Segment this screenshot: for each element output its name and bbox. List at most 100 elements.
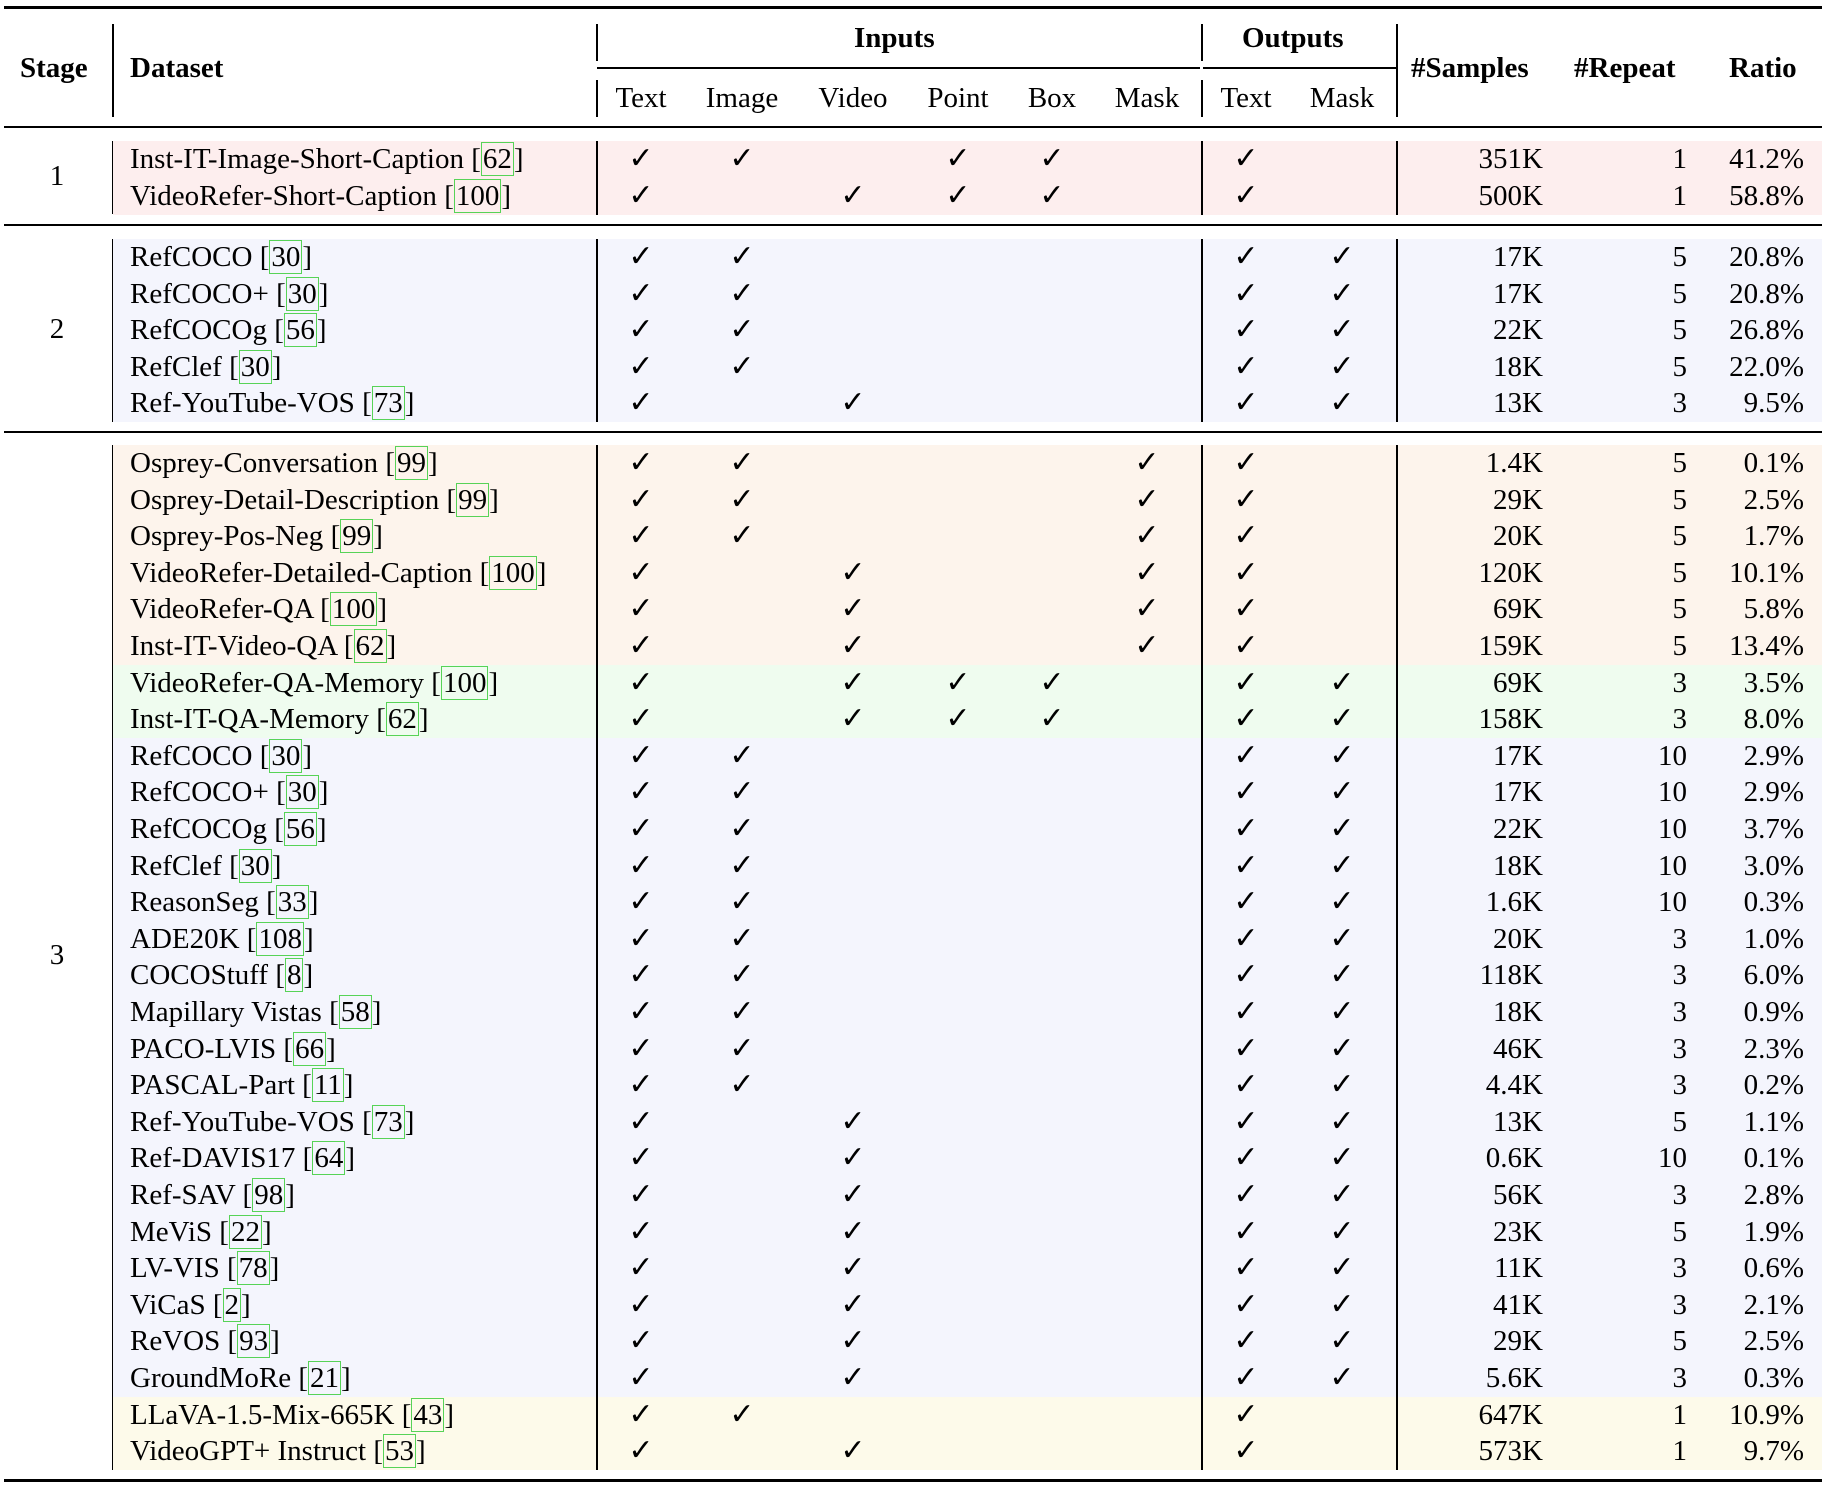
dataset-label: Osprey-Conversation — [130, 447, 386, 479]
check-icon: ✓ — [1233, 1177, 1259, 1212]
row-vline — [1201, 275, 1203, 313]
check-icon: ✓ — [840, 554, 866, 590]
row-vline — [1201, 774, 1203, 812]
row-vline — [1201, 664, 1203, 702]
check-icon: ✓ — [628, 1396, 654, 1432]
check-icon: ✓ — [840, 1433, 866, 1469]
row-band — [113, 385, 1822, 423]
row-vline — [596, 1213, 598, 1251]
samples-value: 17K — [1493, 277, 1543, 310]
dataset-label: RefClef — [130, 350, 230, 383]
dataset-label: RefCOCO — [130, 739, 260, 772]
row-vline — [1396, 774, 1398, 812]
header-repeat: #Repeat — [1574, 52, 1676, 84]
samples-value: 22K — [1493, 314, 1543, 347]
row-vline — [1201, 1396, 1203, 1434]
ratio-value: 26.8% — [1729, 314, 1804, 347]
row-vline — [1201, 1213, 1203, 1251]
citation: [33] — [266, 885, 319, 920]
citation-number: 99 — [340, 519, 374, 554]
repeat-value: 5 — [1672, 630, 1688, 662]
row-vline — [1201, 141, 1203, 179]
check-icon: ✓ — [1329, 1103, 1355, 1139]
row-vline — [596, 591, 598, 629]
check-icon: ✓ — [1329, 1177, 1355, 1212]
check-icon: ✓ — [628, 628, 654, 663]
row-vline — [596, 1030, 598, 1068]
ratio-value: 3.5% — [1743, 666, 1804, 699]
check-icon: ✓ — [628, 554, 654, 590]
check-icon: ✓ — [1233, 312, 1259, 348]
check-icon: ✓ — [1233, 628, 1259, 663]
citation-number: 108 — [256, 921, 304, 956]
row-vline — [1201, 737, 1203, 775]
check-icon: ✓ — [628, 177, 654, 213]
row-vline — [1396, 445, 1398, 483]
row-band — [113, 920, 1822, 958]
repeat-value: 5 — [1672, 350, 1688, 383]
check-icon: ✓ — [628, 348, 654, 384]
citation: [56] — [274, 313, 327, 348]
samples-value: 20K — [1493, 922, 1543, 955]
samples-value: 500K — [1478, 179, 1543, 212]
row-vline — [596, 177, 598, 215]
samples-value: 18K — [1493, 849, 1543, 882]
check-icon: ✓ — [628, 312, 654, 348]
row-vline — [596, 1067, 598, 1105]
row-vline — [1201, 1067, 1203, 1105]
header-input-mask: Mask — [1114, 82, 1180, 114]
repeat-value: 5 — [1672, 593, 1688, 626]
row-vline — [1201, 177, 1203, 215]
row-vline — [1396, 920, 1398, 958]
row-vline — [1201, 1323, 1203, 1361]
check-icon: ✓ — [1329, 239, 1355, 274]
dataset-name: RefCOCO+ [30] — [130, 276, 328, 312]
check-icon: ✓ — [729, 920, 755, 956]
row-band — [113, 774, 1822, 812]
dataset-label: Inst-IT-Video-QA — [130, 630, 344, 662]
check-icon: ✓ — [1329, 957, 1355, 993]
row-vline — [1396, 628, 1398, 666]
dataset-label: ReasonSeg — [130, 886, 267, 919]
check-icon: ✓ — [840, 1323, 866, 1359]
row-vline — [1396, 1396, 1398, 1434]
samples-value: 573K — [1478, 1435, 1543, 1468]
row-vline — [596, 994, 598, 1032]
citation: [53] — [373, 1434, 426, 1469]
row-band — [113, 628, 1822, 666]
citation-number: 98 — [252, 1178, 286, 1212]
samples-value: 351K — [1478, 143, 1543, 175]
row-vline — [1396, 518, 1398, 556]
ratio-value: 0.3% — [1743, 886, 1804, 919]
repeat-value: 3 — [1672, 703, 1688, 736]
row-vline — [596, 1250, 598, 1288]
dataset-label: RefCOCOg — [130, 314, 275, 347]
check-icon: ✓ — [840, 701, 866, 737]
row-vline — [596, 1140, 598, 1178]
samples-value: 4.4K — [1485, 1069, 1543, 1102]
row-vline — [1201, 1030, 1203, 1068]
check-icon: ✓ — [1329, 664, 1355, 700]
check-icon: ✓ — [729, 1396, 755, 1432]
header-dataset: Dataset — [130, 52, 224, 84]
check-icon: ✓ — [1039, 701, 1065, 737]
dataset-name: ViCaS [2] — [130, 1287, 251, 1323]
dataset-label: Inst-IT-QA-Memory — [130, 703, 377, 736]
check-icon: ✓ — [1233, 1323, 1259, 1359]
row-vline — [1396, 141, 1398, 179]
row-band — [113, 1177, 1822, 1215]
repeat-value: 10 — [1658, 1142, 1687, 1175]
dataset-name: ADE20K [108] — [130, 921, 314, 957]
citation-number: 78 — [236, 1251, 270, 1286]
header-stage: Stage — [20, 52, 88, 84]
samples-value: 0.6K — [1485, 1142, 1543, 1175]
row-band — [113, 1103, 1822, 1141]
row-vline — [1396, 737, 1398, 775]
repeat-value: 3 — [1672, 1288, 1688, 1321]
repeat-value: 3 — [1672, 1362, 1688, 1394]
ratio-value: 2.9% — [1743, 739, 1804, 772]
check-icon: ✓ — [840, 591, 866, 627]
row-band — [113, 664, 1822, 702]
check-icon: ✓ — [729, 1067, 755, 1103]
row-vline — [1396, 591, 1398, 629]
